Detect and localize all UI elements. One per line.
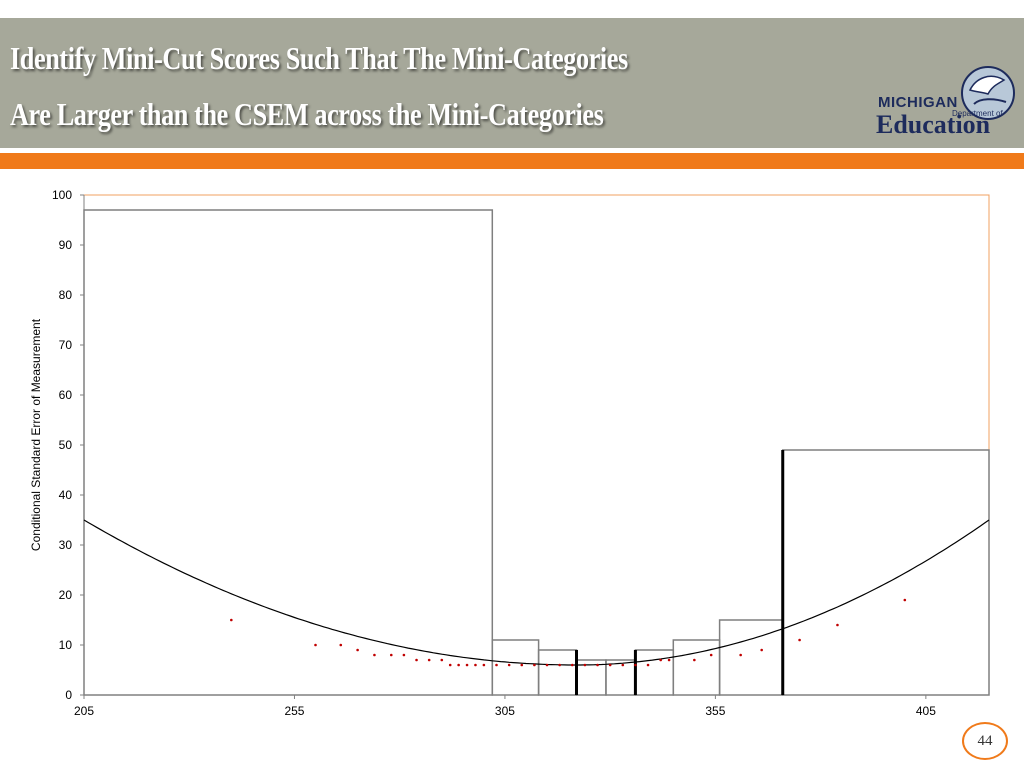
csem-point (339, 643, 343, 647)
csem-point (903, 598, 907, 602)
header-divider (0, 148, 1024, 152)
y-tick-label: 40 (59, 488, 73, 502)
x-tick-label: 355 (705, 704, 725, 718)
x-tick-label: 405 (916, 704, 936, 718)
csem-point (667, 658, 671, 662)
page-number: 44 (962, 722, 1008, 760)
x-tick-label: 205 (74, 704, 94, 718)
csem-point (373, 653, 376, 657)
y-axis-title: Conditional Standard Error of Measuremen… (29, 318, 43, 551)
csem-point (427, 658, 431, 662)
csem-point (495, 663, 498, 667)
csem-point (798, 638, 801, 642)
csem-point (533, 663, 536, 667)
csem-point (314, 643, 317, 647)
csem-point (659, 658, 662, 662)
mini-category-bar (672, 639, 721, 696)
slide-title-line-2: Are Larger than the CSEM across the Mini… (10, 96, 604, 132)
y-tick-label: 10 (59, 638, 73, 652)
logo-education-text: Education (876, 110, 991, 139)
mini-category-bar (537, 649, 578, 696)
orange-accent-bar (0, 153, 1024, 169)
mini-category-bar (718, 619, 784, 696)
csem-point (389, 653, 393, 657)
csem-point (465, 663, 469, 667)
x-tick-label: 305 (495, 704, 515, 718)
slide-header: Identify Mini-Cut Scores Such That The M… (0, 18, 1024, 148)
csem-point (415, 658, 418, 662)
csem-point (608, 663, 612, 667)
y-tick-label: 20 (59, 588, 73, 602)
x-tick-label: 255 (284, 704, 304, 718)
y-tick-label: 30 (59, 538, 73, 552)
csem-point (709, 653, 713, 657)
csem-point (693, 658, 696, 662)
csem-point (739, 653, 742, 657)
csem-chart: 0102030405060708090100205255305355405Gra… (29, 188, 990, 718)
csem-point (356, 648, 359, 652)
csem-point (634, 663, 637, 667)
csem-point (558, 663, 561, 667)
csem-point (596, 663, 599, 667)
plot-area (83, 194, 990, 696)
csem-point (230, 618, 233, 622)
mini-category-bar (83, 209, 494, 696)
slide-title-line-1: Identify Mini-Cut Scores Such That The M… (10, 40, 628, 76)
y-tick-label: 50 (59, 438, 73, 452)
michigan-education-logo: MICHIGAN Department of Education (870, 48, 1020, 148)
logo-michigan-text: MICHIGAN (878, 94, 958, 111)
csem-point (440, 658, 444, 662)
logo-department-text: Department of (952, 109, 1003, 118)
csem-point (836, 623, 839, 627)
csem-curve (83, 519, 990, 666)
y-tick-label: 70 (59, 338, 73, 352)
csem-point (457, 663, 460, 667)
y-tick-label: 60 (59, 388, 73, 402)
michigan-emblem-icon (961, 66, 1015, 120)
csem-point (448, 663, 452, 667)
csem-point (545, 663, 549, 667)
y-tick-label: 80 (59, 288, 73, 302)
y-tick-label: 90 (59, 238, 73, 252)
csem-point (520, 663, 524, 667)
mini-category-bar (781, 449, 990, 696)
csem-point (570, 663, 574, 667)
csem-point (402, 653, 406, 657)
csem-point (507, 663, 511, 667)
csem-point (583, 663, 587, 667)
mini-category-bar (634, 649, 675, 696)
csem-point (474, 663, 477, 667)
csem-point (646, 663, 650, 667)
csem-point (621, 663, 625, 667)
y-tick-label: 0 (65, 688, 72, 702)
csem-point (482, 663, 486, 667)
y-tick-label: 100 (52, 188, 72, 202)
mini-category-bar (491, 639, 540, 696)
csem-point (760, 648, 763, 652)
